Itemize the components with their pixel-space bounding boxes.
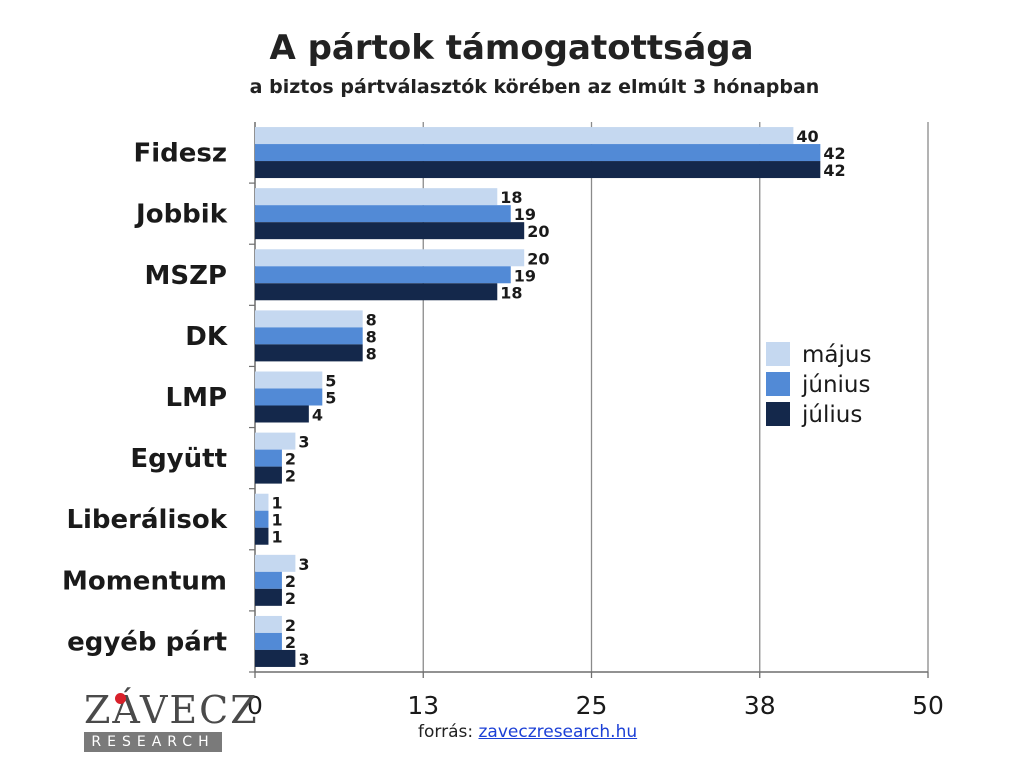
data-label: 2 bbox=[285, 572, 296, 591]
bar bbox=[255, 649, 296, 667]
data-label: 5 bbox=[325, 372, 336, 391]
legend-swatch bbox=[766, 342, 790, 366]
legend-swatch bbox=[766, 402, 790, 426]
bar bbox=[255, 449, 282, 467]
bar bbox=[255, 432, 296, 450]
data-label: 8 bbox=[366, 344, 377, 363]
x-tick-label: 50 bbox=[912, 691, 944, 720]
category-label: Fidesz bbox=[133, 139, 227, 169]
data-label: 18 bbox=[500, 283, 522, 302]
category-label: Jobbik bbox=[134, 200, 228, 230]
bar bbox=[255, 466, 282, 484]
data-label: 20 bbox=[527, 249, 549, 268]
data-label: 2 bbox=[285, 450, 296, 469]
legend-label: június bbox=[801, 372, 871, 398]
legend-label: július bbox=[801, 402, 862, 428]
logo-tagline: RESEARCH bbox=[84, 732, 222, 752]
bar bbox=[255, 188, 498, 206]
source-link[interactable]: zaveczresearch.hu bbox=[478, 722, 638, 742]
bar bbox=[255, 127, 794, 145]
category-label: DK bbox=[185, 322, 228, 352]
data-label: 3 bbox=[298, 555, 309, 574]
source-line: forrás: zaveczresearch.hu bbox=[418, 722, 637, 742]
category-label: Liberálisok bbox=[66, 505, 227, 535]
bar bbox=[255, 554, 296, 572]
bar bbox=[255, 405, 309, 423]
bar bbox=[255, 344, 363, 362]
source-label: forrás: bbox=[418, 722, 474, 742]
data-label: 1 bbox=[271, 511, 282, 530]
data-label: 2 bbox=[285, 589, 296, 608]
data-label: 3 bbox=[298, 433, 309, 452]
legend-label: május bbox=[802, 342, 871, 368]
bar bbox=[255, 615, 282, 633]
logo-word: ZÁVECZ bbox=[84, 688, 259, 732]
zavecz-logo: ZÁVECZ RESEARCH bbox=[84, 688, 259, 752]
bar bbox=[255, 161, 821, 179]
data-label: 19 bbox=[514, 205, 536, 224]
logo-red-dot-icon bbox=[115, 693, 126, 704]
legend-swatch bbox=[766, 372, 790, 396]
x-tick-label: 38 bbox=[744, 691, 776, 720]
data-label: 18 bbox=[500, 188, 522, 207]
data-label: 2 bbox=[285, 616, 296, 635]
bar bbox=[255, 493, 269, 511]
bar bbox=[255, 588, 282, 606]
data-label: 3 bbox=[298, 650, 309, 669]
data-label: 4 bbox=[312, 406, 323, 425]
bar bbox=[255, 571, 282, 589]
bar bbox=[255, 205, 511, 223]
category-label: Momentum bbox=[62, 566, 227, 596]
data-label: 2 bbox=[285, 467, 296, 486]
bar bbox=[255, 388, 323, 406]
x-tick-label: 0 bbox=[247, 691, 263, 720]
data-label: 2 bbox=[285, 633, 296, 652]
bar bbox=[255, 371, 323, 389]
bar bbox=[255, 632, 282, 650]
category-label: MSZP bbox=[144, 261, 227, 291]
bar bbox=[255, 310, 363, 328]
bar bbox=[255, 527, 269, 545]
bar bbox=[255, 510, 269, 528]
bar bbox=[255, 249, 525, 267]
category-label: egyéb párt bbox=[67, 627, 227, 657]
data-label: 5 bbox=[325, 389, 336, 408]
data-label: 42 bbox=[823, 161, 845, 180]
bar bbox=[255, 222, 525, 240]
chart-subtitle: a biztos pártválasztók körében az elmúlt… bbox=[249, 76, 820, 98]
bar bbox=[255, 266, 511, 284]
category-label: LMP bbox=[166, 383, 228, 413]
bar bbox=[255, 327, 363, 345]
data-label: 20 bbox=[527, 222, 549, 241]
category-label: Együtt bbox=[130, 444, 227, 474]
chart-title: A pártok támogatottsága bbox=[269, 28, 754, 68]
bar bbox=[255, 283, 498, 301]
data-label: 8 bbox=[366, 327, 377, 346]
data-label: 8 bbox=[366, 310, 377, 329]
x-tick-label: 25 bbox=[576, 691, 608, 720]
data-label: 42 bbox=[823, 144, 845, 163]
data-label: 1 bbox=[271, 494, 282, 513]
data-label: 19 bbox=[514, 266, 536, 285]
data-label: 1 bbox=[271, 528, 282, 547]
data-label: 40 bbox=[796, 127, 818, 146]
bar bbox=[255, 144, 821, 162]
x-tick-label: 13 bbox=[407, 691, 439, 720]
